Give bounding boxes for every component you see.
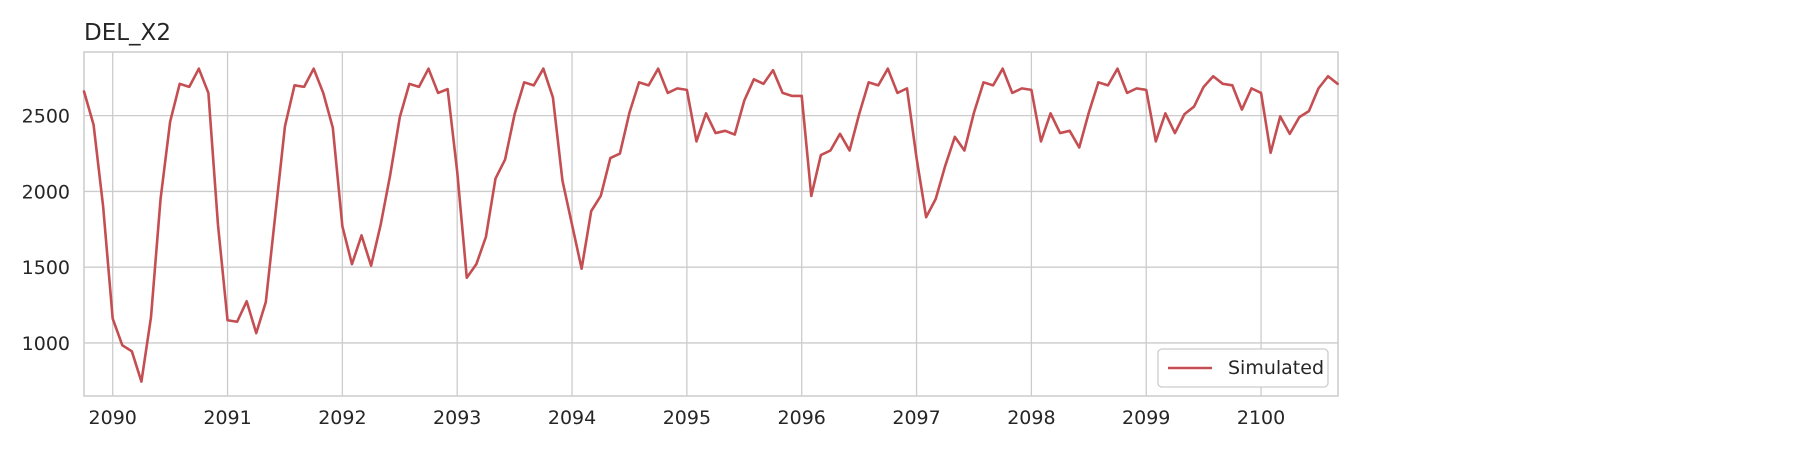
x-tick-label: 2096 xyxy=(778,407,826,429)
chart-title: DEL_X2 xyxy=(84,20,171,46)
x-tick-label: 2094 xyxy=(548,407,596,429)
legend-label-simulated: Simulated xyxy=(1228,357,1324,379)
y-tick-label: 2000 xyxy=(22,181,70,203)
x-tick-label: 2090 xyxy=(89,407,137,429)
x-tick-label: 2095 xyxy=(663,407,711,429)
x-tick-label: 2098 xyxy=(1007,407,1055,429)
legend-box xyxy=(1157,348,1329,388)
plot-area xyxy=(83,51,1339,397)
legend: Simulated xyxy=(1157,348,1329,388)
y-tick-label: 1000 xyxy=(22,333,70,355)
x-tick-label: 2097 xyxy=(892,407,940,429)
y-tick-label: 2500 xyxy=(22,106,70,128)
x-tick-label: 2091 xyxy=(203,407,251,429)
x-tick-label: 2100 xyxy=(1237,407,1285,429)
series-line-simulated xyxy=(82,67,1339,383)
grid-layer xyxy=(84,52,1338,396)
x-tick-label: 2093 xyxy=(433,407,481,429)
y-tick-label: 1500 xyxy=(22,257,70,279)
x-tick-label: 2099 xyxy=(1122,407,1170,429)
x-tick-label: 2092 xyxy=(318,407,366,429)
tick-layer: 2090 2091 2092 2093 2094 2095 2096 2097 2098 2099… xyxy=(22,106,1286,429)
series-layer xyxy=(82,67,1339,383)
